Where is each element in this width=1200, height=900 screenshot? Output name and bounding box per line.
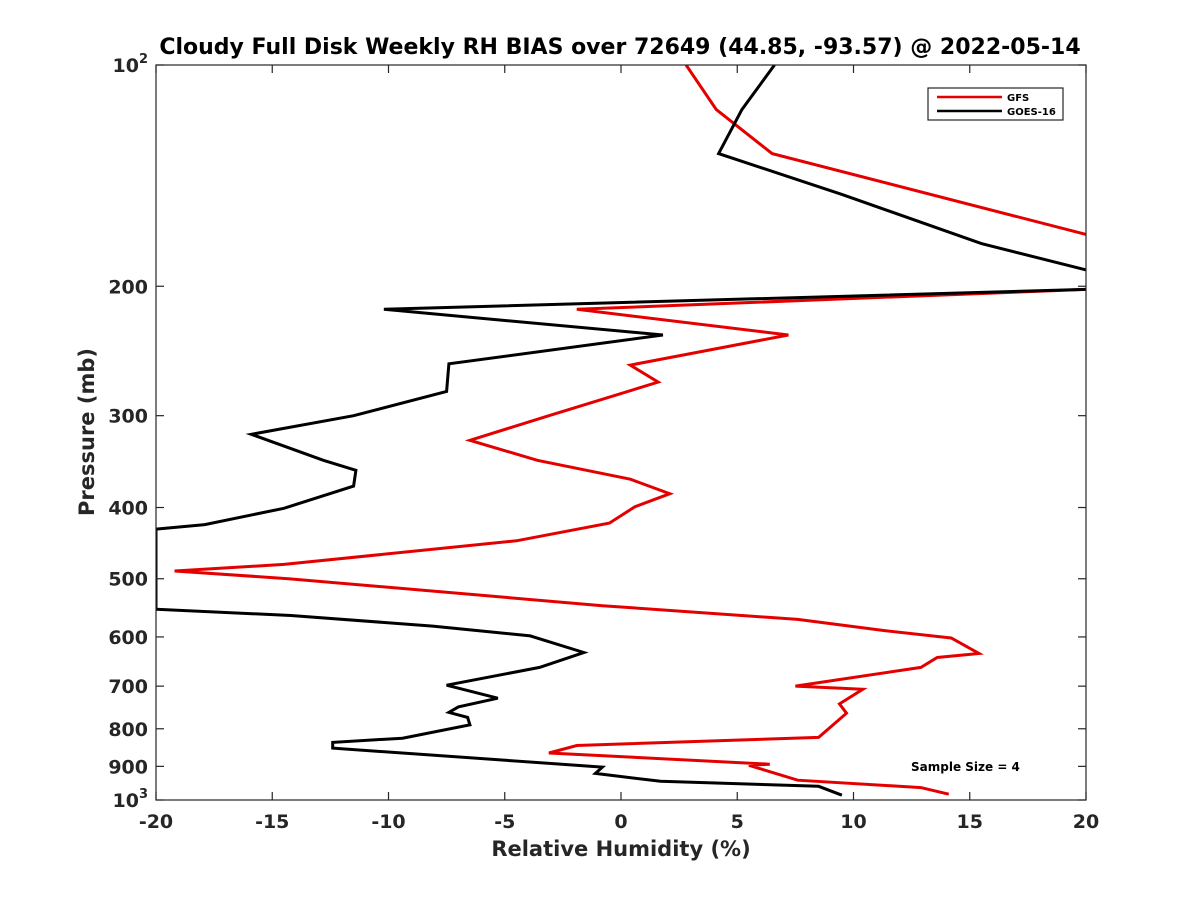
y-tick-label: 600: [108, 627, 148, 649]
x-tick-label: 15: [957, 811, 983, 833]
y-tick-label: 200: [108, 276, 148, 298]
series-line-gfs: [174, 65, 1086, 796]
y-tick-label: 500: [108, 569, 148, 591]
y-tick-label: 800: [108, 719, 148, 741]
x-tick-label: 20: [1073, 811, 1099, 833]
legend-box: [927, 87, 1064, 121]
y-tick-label: 400: [108, 498, 148, 520]
x-tick-label: -20: [139, 811, 173, 833]
y-tick-label: 300: [108, 406, 148, 428]
legend-label-goes16: GOES-16: [1007, 107, 1056, 118]
x-tick-label: -10: [371, 811, 405, 833]
x-axis-label: Relative Humidity (%): [491, 837, 750, 861]
legend: GFS GOES-16: [927, 87, 1064, 121]
x-tick-label: 0: [614, 811, 627, 833]
x-tick-label: 5: [731, 811, 744, 833]
chart-title: Cloudy Full Disk Weekly RH BIAS over 726…: [159, 35, 1080, 60]
x-tick-label: 10: [840, 811, 866, 833]
y-tick-label: 700: [108, 676, 148, 698]
sample-size-annotation: Sample Size = 4: [911, 760, 1020, 774]
series-line-goes16: [156, 65, 1086, 797]
x-tick-label: -15: [255, 811, 289, 833]
y-axis-label: Pressure (mb): [75, 348, 99, 516]
y-tick-label: 102: [113, 52, 149, 77]
y-tick-label: 103: [113, 787, 149, 812]
x-tick-label: -5: [494, 811, 515, 833]
y-tick-label: 900: [108, 756, 148, 778]
plot-area: [156, 65, 1086, 800]
legend-label-gfs: GFS: [1007, 93, 1029, 104]
